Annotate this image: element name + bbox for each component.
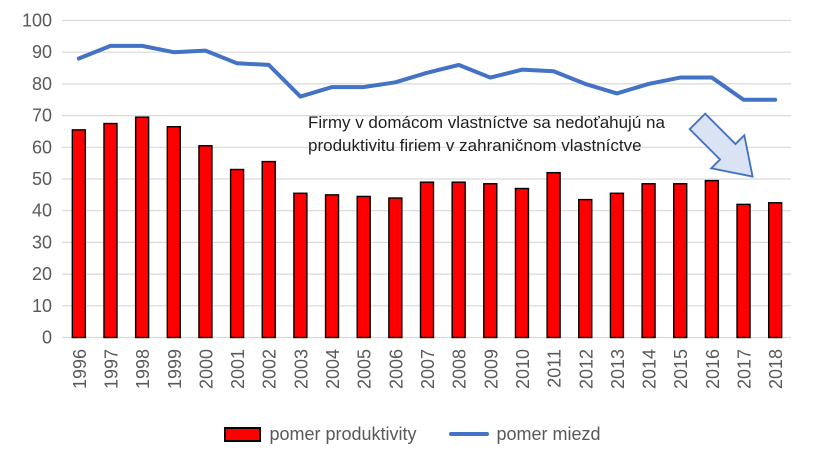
- bar-2005: [356, 195, 371, 339]
- x-tick-label-2011: 2011: [545, 349, 565, 388]
- x-tick-label-1998: 1998: [133, 349, 153, 389]
- y-tick-label-10: 10: [32, 296, 52, 316]
- x-tick-label-2006: 2006: [386, 349, 406, 389]
- bar-2008: [451, 181, 466, 339]
- legend-bar-swatch: [224, 426, 262, 442]
- bar-2016: [704, 179, 720, 339]
- bar-2002: [261, 160, 276, 339]
- bar-2011: [546, 171, 561, 339]
- x-tick-label-1996: 1996: [70, 349, 90, 389]
- bar-2007: [419, 181, 435, 339]
- x-tick-label-2016: 2016: [703, 349, 723, 389]
- x-tick-label-2003: 2003: [291, 349, 311, 389]
- chart-annotation: Firmy v domácom vlastníctve sa nedoťahuj…: [308, 111, 665, 157]
- bar-2004: [324, 194, 340, 339]
- y-tick-label-100: 100: [22, 11, 52, 31]
- bar-1999: [166, 125, 181, 339]
- bar-2017: [736, 203, 751, 339]
- y-tick-label-60: 60: [32, 137, 52, 157]
- bar-2003: [293, 192, 308, 339]
- bar-2006: [388, 197, 403, 339]
- bar-2018: [767, 202, 783, 339]
- annotation-line2: produktivitu firiem v zahraničnom vlastn…: [308, 136, 642, 155]
- legend-label-productivity: pomer produktivity: [269, 423, 417, 444]
- x-tick-label-2001: 2001: [228, 349, 248, 389]
- y-tick-label-40: 40: [32, 201, 52, 221]
- annotation-line1: Firmy v domácom vlastníctve sa nedoťahuj…: [308, 113, 665, 132]
- legend-item-wages: pomer miezd: [448, 423, 601, 445]
- legend-line-swatch: [448, 432, 489, 436]
- x-tick-label-2000: 2000: [196, 349, 216, 389]
- y-tick-label-70: 70: [32, 106, 52, 126]
- x-tick-label-2004: 2004: [323, 349, 343, 389]
- bar-2000: [198, 145, 213, 339]
- y-tick-label-0: 0: [42, 328, 52, 348]
- x-tick-label-2015: 2015: [671, 349, 691, 389]
- x-tick-label-2018: 2018: [766, 349, 786, 389]
- legend-item-productivity: pomer produktivity: [224, 423, 417, 445]
- bar-2013: [609, 192, 625, 339]
- x-tick-label-2017: 2017: [735, 349, 755, 389]
- x-tick-label-2009: 2009: [481, 349, 501, 389]
- bar-2012: [578, 198, 593, 339]
- arrow-shape: [688, 112, 754, 178]
- bar-2009: [483, 183, 498, 339]
- bar-2014: [641, 183, 656, 339]
- bar-1996: [71, 129, 87, 339]
- x-tick-label-2014: 2014: [640, 349, 660, 389]
- x-tick-label-1999: 1999: [165, 349, 185, 389]
- legend: pomer produktivity pomer miezd: [0, 419, 825, 449]
- legend-label-wages: pomer miezd: [496, 423, 601, 444]
- wage-ratio-line: [76, 43, 778, 102]
- bar-1998: [134, 116, 150, 339]
- x-tick-label-2005: 2005: [355, 349, 375, 389]
- bar-1997: [103, 122, 118, 339]
- x-tick-label-2012: 2012: [576, 349, 596, 389]
- y-tick-label-50: 50: [32, 169, 52, 189]
- x-tick-label-2010: 2010: [513, 349, 533, 389]
- y-tick-label-80: 80: [32, 74, 52, 94]
- x-tick-label-1997: 1997: [101, 349, 121, 389]
- x-tick-label-2008: 2008: [450, 349, 470, 389]
- x-tick-label-2013: 2013: [608, 349, 628, 389]
- bar-2001: [229, 168, 245, 339]
- y-tick-label-90: 90: [32, 42, 52, 62]
- y-tick-label-30: 30: [32, 232, 52, 252]
- x-tick-label-2002: 2002: [260, 349, 280, 389]
- bar-2010: [514, 187, 530, 339]
- bar-2015: [673, 183, 688, 339]
- x-tick-label-2007: 2007: [418, 349, 438, 389]
- y-tick-label-20: 20: [32, 264, 52, 284]
- down-right-block-arrow-icon: [688, 112, 754, 178]
